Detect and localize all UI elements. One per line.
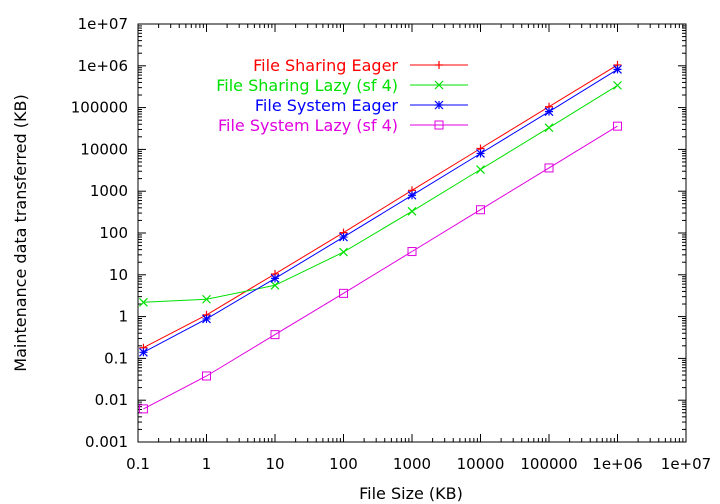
data-point <box>613 121 622 131</box>
data-point <box>202 294 211 304</box>
y-tick-label: 1 <box>118 308 128 326</box>
data-point <box>613 64 622 74</box>
data-point <box>339 288 348 298</box>
data-point <box>138 347 148 357</box>
x-tick-label: 1e+07 <box>661 455 711 473</box>
y-tick-label: 0.001 <box>85 433 128 451</box>
y-axis-title: Maintenance data transferred (KB) <box>11 94 30 371</box>
x-tick-label: 10 <box>265 455 284 473</box>
data-point <box>476 205 485 215</box>
x-tick-label: 100 <box>329 455 358 473</box>
legend-marker <box>434 80 444 90</box>
legend-marker <box>434 120 444 130</box>
y-tick-label: 0.01 <box>95 391 128 409</box>
y-tick-label: 100000 <box>71 99 128 117</box>
series-line-1 <box>143 64 618 349</box>
data-point <box>476 165 485 174</box>
x-tick-label: 10000 <box>457 455 505 473</box>
data-point <box>544 123 554 133</box>
data-point <box>407 247 417 257</box>
data-point <box>270 273 280 283</box>
y-tick-label: 1e+07 <box>78 15 128 33</box>
series-line-3 <box>143 68 618 353</box>
legend-label: File System Lazy (sf 4) <box>218 116 398 135</box>
data-point <box>544 107 554 117</box>
y-tick-label: 0.1 <box>104 349 128 367</box>
y-tick-label: 1000 <box>90 182 128 200</box>
legend-marker <box>435 61 443 69</box>
data-point <box>270 330 280 340</box>
legend-label: File Sharing Eager <box>253 56 398 75</box>
x-tick-label: 1 <box>202 455 212 473</box>
data-point <box>544 163 554 173</box>
data-point <box>138 297 148 307</box>
data-point <box>138 404 148 414</box>
y-tick-label: 100 <box>99 224 128 242</box>
data-point <box>270 280 280 290</box>
y-tick-label: 10 <box>109 266 128 284</box>
legend-marker <box>434 100 444 110</box>
series-line-2 <box>143 84 618 303</box>
data-point <box>407 206 417 216</box>
data-point <box>202 371 211 381</box>
y-tick-label: 1e+06 <box>78 57 128 75</box>
data-point <box>476 149 485 158</box>
data-point <box>202 314 211 324</box>
data-point <box>613 80 622 90</box>
legend-label: File Sharing Lazy (sf 4) <box>216 76 398 95</box>
data-point <box>339 247 348 257</box>
data-point <box>407 190 417 200</box>
data-point <box>339 232 348 242</box>
legend-label: File System Eager <box>255 96 399 115</box>
series-line-4 <box>143 125 618 410</box>
x-tick-label: 0.1 <box>126 455 150 473</box>
x-tick-label: 1e+06 <box>592 455 642 473</box>
y-tick-label: 10000 <box>80 140 128 158</box>
x-tick-label: 100000 <box>520 455 577 473</box>
x-tick-label: 1000 <box>393 455 431 473</box>
x-axis-title: File Size (KB) <box>359 484 463 503</box>
